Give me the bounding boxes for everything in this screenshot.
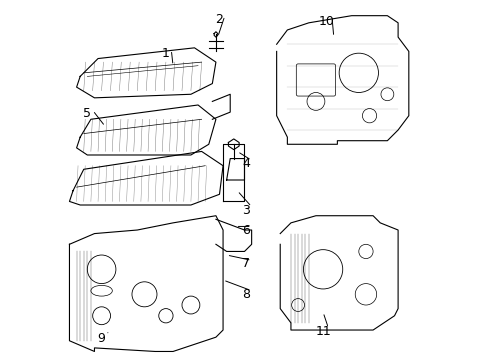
Text: 10: 10 xyxy=(318,14,334,27)
Text: 4: 4 xyxy=(242,157,250,170)
Text: 3: 3 xyxy=(242,204,250,217)
Text: 8: 8 xyxy=(242,288,250,301)
Text: 7: 7 xyxy=(242,257,250,270)
Text: 1: 1 xyxy=(162,47,169,60)
Text: 6: 6 xyxy=(242,224,250,237)
Text: 9: 9 xyxy=(98,333,105,346)
Text: 11: 11 xyxy=(315,325,330,338)
Text: 5: 5 xyxy=(83,107,91,120)
Text: 2: 2 xyxy=(215,13,223,26)
